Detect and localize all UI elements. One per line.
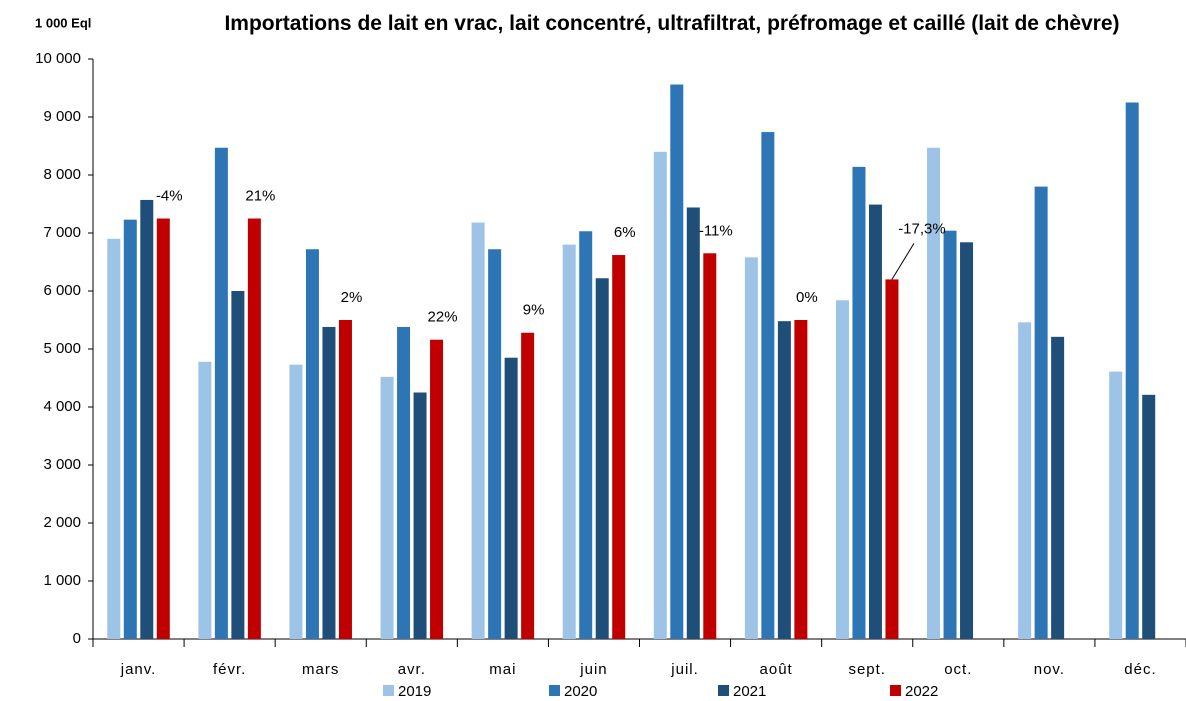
bar [338,320,352,639]
annotation: 2% [341,289,363,306]
bar [413,392,427,639]
y-tick-label: 4 000 [43,398,81,415]
y-tick-label: 7 000 [43,224,81,241]
bar [761,132,775,639]
bar [794,320,808,639]
annotation: 6% [614,224,636,241]
annotation: 9% [523,302,545,319]
bar [927,147,941,640]
y-tick-label: 6 000 [43,282,81,299]
bar [140,199,154,639]
annotation: -4% [156,187,183,204]
bar [430,339,444,639]
bar [214,147,228,640]
bar [562,244,576,639]
bar [198,361,212,639]
x-tick-label: août [760,661,793,678]
x-tick-label: juil. [670,661,699,678]
x-tick-label: sept. [848,661,886,678]
y-tick-label: 3 000 [43,456,81,473]
bar [488,249,502,640]
y-tick-label: 8 000 [43,166,81,183]
y-tick-label: 0 [73,630,81,647]
bar [686,207,700,640]
bar [305,249,319,640]
bar [852,166,866,639]
bar [504,357,518,639]
bar [868,204,882,639]
bar [289,364,303,639]
bar [703,253,717,640]
bar [397,326,411,639]
x-tick-label: déc. [1124,661,1156,678]
bar [835,300,849,639]
legend-swatch [890,685,901,696]
x-tick-label: mai [489,661,516,678]
bar [322,326,336,639]
bar [1142,394,1156,639]
bar [471,222,485,639]
legend-label: 2019 [398,683,431,700]
bar [595,278,609,639]
annotation: 0% [796,289,818,306]
legend-label: 2021 [733,683,766,700]
x-tick-label: avr. [398,661,426,678]
bar [960,242,974,639]
y-tick-label: 2 000 [43,514,81,531]
bar [380,376,394,639]
bar [612,255,626,640]
legend-swatch [383,685,394,696]
bar [744,257,758,639]
annotation: -11% [699,222,733,239]
bar [777,321,791,639]
y-tick-label: 1 000 [43,572,81,589]
annotation: 22% [428,309,458,326]
y-tick-label: 9 000 [43,108,81,125]
bar [231,291,245,639]
legend-swatch [549,685,560,696]
bar [107,238,121,640]
bar [521,332,535,639]
chart-title: Importations de lait en vrac, lait conce… [224,12,1120,35]
bar [1034,186,1048,639]
bar [885,279,899,639]
bar [670,84,684,639]
bar [1018,322,1032,639]
bar [1051,336,1065,639]
x-tick-label: févr. [213,661,246,678]
y-tick-label: 10 000 [35,50,81,67]
legend-swatch [718,685,729,696]
x-tick-label: mars [302,661,339,678]
x-tick-label: janv. [120,661,157,678]
bar [1109,371,1123,639]
bar [653,151,667,640]
bar [579,231,593,639]
bar [123,219,137,639]
annotation: 21% [245,187,275,204]
x-tick-label: oct. [944,661,972,678]
y-axis-label: 1 000 Eql [35,15,91,30]
bar [247,218,261,639]
legend-label: 2020 [564,683,597,700]
legend-label: 2022 [905,683,938,700]
bar [156,218,170,639]
y-tick-label: 5 000 [43,340,81,357]
bar [1125,102,1139,639]
bar [943,230,957,639]
annotation: -17,3% [898,220,946,237]
leader-line [891,243,915,280]
x-tick-label: juin [579,661,607,678]
x-tick-label: nov. [1034,661,1065,678]
